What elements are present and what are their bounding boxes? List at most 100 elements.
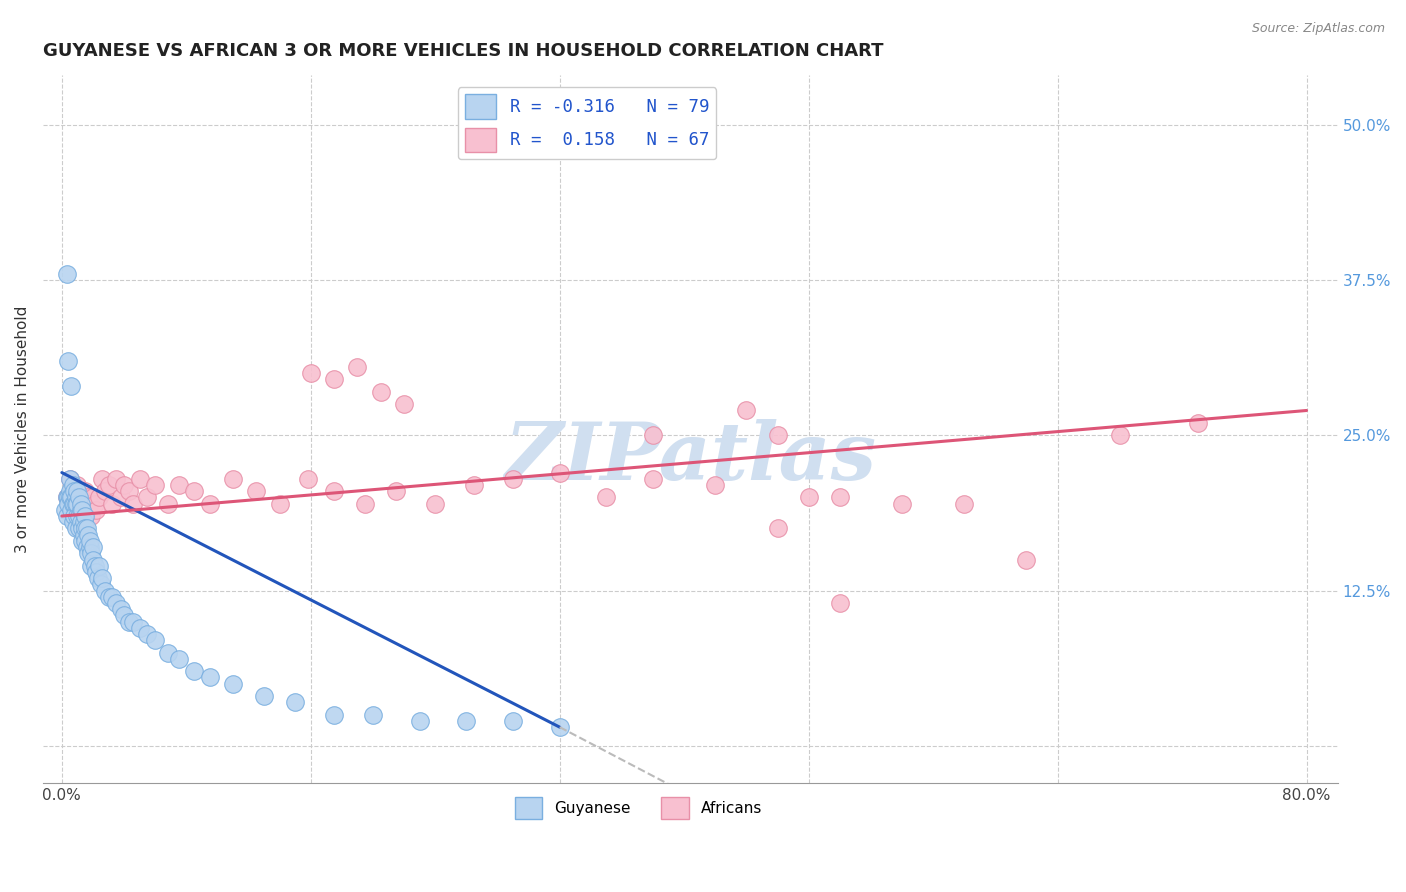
Point — [66, 509, 89, 524]
Text: Source: ZipAtlas.com: Source: ZipAtlas.com — [1251, 22, 1385, 36]
Point — [60, 484, 83, 499]
Point — [91, 472, 114, 486]
Point — [89, 491, 111, 505]
Point — [1187, 416, 1209, 430]
Point — [269, 497, 291, 511]
Point — [75, 484, 97, 499]
Point — [53, 503, 76, 517]
Point — [385, 484, 408, 499]
Point — [80, 509, 103, 524]
Point — [323, 484, 346, 499]
Point — [77, 546, 100, 560]
Point — [297, 472, 319, 486]
Point — [323, 372, 346, 386]
Point — [183, 484, 205, 499]
Point — [55, 509, 77, 524]
Point — [80, 558, 103, 573]
Point — [60, 378, 83, 392]
Point — [75, 533, 97, 548]
Point — [548, 466, 571, 480]
Point — [72, 527, 94, 541]
Point — [198, 497, 221, 511]
Point — [323, 707, 346, 722]
Point — [77, 527, 100, 541]
Point — [346, 359, 368, 374]
Point — [67, 497, 90, 511]
Point — [72, 497, 94, 511]
Point — [63, 491, 86, 505]
Point — [69, 503, 91, 517]
Point — [183, 665, 205, 679]
Point — [77, 491, 100, 505]
Point — [156, 646, 179, 660]
Point — [65, 491, 87, 505]
Point — [299, 366, 322, 380]
Legend: Guyanese, Africans: Guyanese, Africans — [509, 791, 769, 825]
Point — [70, 533, 93, 548]
Point — [94, 484, 117, 499]
Point — [63, 509, 86, 524]
Point — [79, 540, 101, 554]
Point — [56, 491, 79, 505]
Point — [502, 714, 524, 728]
Point — [425, 497, 447, 511]
Point — [80, 546, 103, 560]
Point — [65, 484, 87, 499]
Point — [63, 497, 86, 511]
Point — [409, 714, 432, 728]
Point — [67, 509, 90, 524]
Point — [641, 472, 664, 486]
Point — [953, 497, 976, 511]
Point — [70, 509, 93, 524]
Point — [112, 608, 135, 623]
Point — [828, 596, 851, 610]
Point — [222, 472, 245, 486]
Point — [122, 615, 145, 629]
Point — [84, 565, 107, 579]
Point — [100, 590, 122, 604]
Y-axis label: 3 or more Vehicles in Household: 3 or more Vehicles in Household — [15, 305, 30, 553]
Point — [76, 503, 98, 517]
Point — [62, 515, 84, 529]
Point — [766, 428, 789, 442]
Point — [86, 571, 108, 585]
Point — [59, 491, 82, 505]
Point — [76, 540, 98, 554]
Point — [118, 615, 141, 629]
Point — [128, 472, 150, 486]
Point — [63, 484, 86, 499]
Point — [105, 596, 128, 610]
Point — [766, 521, 789, 535]
Point — [97, 590, 120, 604]
Point — [55, 491, 77, 505]
Point — [1108, 428, 1130, 442]
Point — [82, 491, 104, 505]
Point — [284, 695, 307, 709]
Point — [828, 491, 851, 505]
Text: ZIPatlas: ZIPatlas — [505, 418, 876, 496]
Point — [83, 558, 105, 573]
Point — [82, 540, 104, 554]
Point — [90, 577, 112, 591]
Point — [105, 472, 128, 486]
Point — [122, 497, 145, 511]
Point — [118, 484, 141, 499]
Point — [67, 491, 90, 505]
Point — [502, 472, 524, 486]
Point — [75, 521, 97, 535]
Text: GUYANESE VS AFRICAN 3 OR MORE VEHICLES IN HOUSEHOLD CORRELATION CHART: GUYANESE VS AFRICAN 3 OR MORE VEHICLES I… — [44, 42, 884, 60]
Point — [100, 497, 122, 511]
Point — [1015, 552, 1038, 566]
Point — [704, 478, 727, 492]
Point — [56, 497, 79, 511]
Point — [354, 497, 377, 511]
Point — [70, 521, 93, 535]
Point — [69, 491, 91, 505]
Point — [55, 267, 77, 281]
Point — [65, 497, 87, 511]
Point — [97, 478, 120, 492]
Point — [595, 491, 617, 505]
Point — [370, 384, 392, 399]
Point — [55, 491, 77, 505]
Point — [66, 497, 89, 511]
